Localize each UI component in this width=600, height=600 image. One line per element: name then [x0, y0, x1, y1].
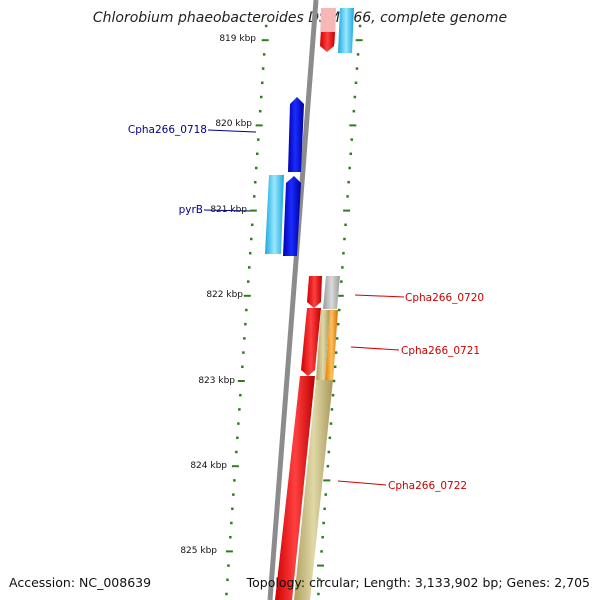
genome-title: Chlorobium phaeobacteroides DSM 266, com… [92, 10, 508, 26]
gene-label-cpha266-0718[interactable]: Cpha266_0718 [128, 124, 207, 136]
gene-cpha266-0720[interactable] [307, 276, 322, 308]
gene-cpha266-0721[interactable] [325, 310, 338, 380]
scale-label-822: 822 kbp [206, 290, 243, 300]
scale-label-824: 824 kbp [190, 461, 227, 471]
gene-red-long-1[interactable] [301, 308, 321, 376]
genome-backbone [267, 0, 319, 600]
scale-label-820: 820 kbp [215, 119, 252, 129]
leader-cpha266-0718 [207, 129, 257, 133]
gene-cpha266-0722[interactable] [294, 380, 333, 600]
topology-text: Topology: circular; Length: 3,133,902 bp… [246, 575, 590, 590]
gene-cyan-top[interactable] [338, 8, 354, 53]
gene-red-long-2[interactable] [275, 376, 315, 600]
gene-label-cpha266-0720[interactable]: Cpha266_0720 [405, 292, 484, 304]
gene-cpha266-0718[interactable] [288, 97, 304, 172]
gene-label-cpha266-0721[interactable]: Cpha266_0721 [401, 345, 480, 357]
leader-cpha266-0720 [354, 294, 405, 298]
leader-cpha266-0722 [337, 480, 387, 486]
gene-label-cpha266-0722[interactable]: Cpha266_0722 [388, 480, 467, 492]
scale-label-823: 823 kbp [198, 376, 235, 386]
gene-pyrb[interactable] [283, 176, 301, 256]
tick-track [225, 24, 363, 596]
scale-label-825: 825 kbp [180, 546, 217, 556]
gene-cyan-left[interactable] [265, 175, 284, 254]
gene-red-top[interactable] [320, 32, 335, 52]
gene-olive-0721[interactable] [316, 310, 330, 380]
scale-label-819: 819 kbp [219, 34, 256, 44]
gene-label-pyrb[interactable]: pyrB [179, 204, 203, 216]
accession-text: Accession: NC_008639 [9, 575, 152, 590]
leader-cpha266-0721 [350, 346, 400, 351]
gene-gray-0720[interactable] [323, 276, 340, 309]
leader-pyrb [203, 209, 251, 212]
scale-label-821: 821 kbp [210, 205, 247, 215]
